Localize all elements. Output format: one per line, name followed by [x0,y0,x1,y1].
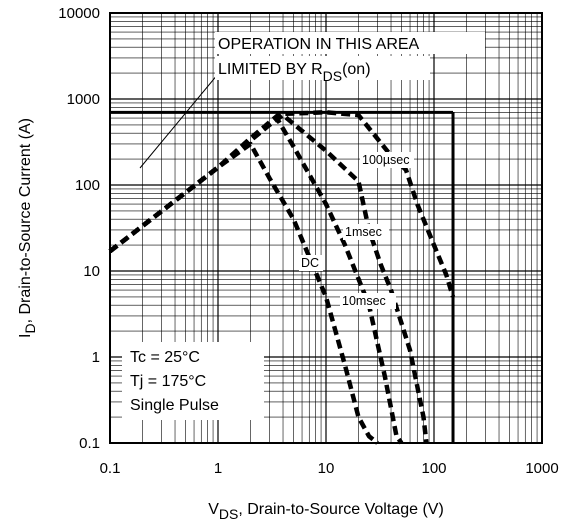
x-tick-1: 1 [214,460,222,477]
y-tick-1: 1 [92,349,100,366]
x-axis-label: VDS, Drain-to-Source Voltage (V) [208,501,444,522]
conditions-bg [122,342,264,420]
x-tick-2: 10 [318,460,335,477]
condition-tc: Tc = 25°C [130,349,200,366]
y-tick-3: 100 [75,177,100,194]
condition-pulse: Single Pulse [130,397,219,414]
ds-on-label-bg [215,32,485,54]
series-line-dc [108,141,379,445]
y-tick-2: 10 [83,263,100,280]
x-tick-3: 100 [421,460,446,477]
y-tick-5: 10000 [58,5,100,22]
series-lines [108,110,456,445]
curve-label-10msec: 10msec [342,294,386,308]
curve-label-dc: DC [301,256,319,270]
x-tick-0: 0.1 [100,460,121,477]
y-tick-4: 1000 [67,91,100,108]
ds-on-leader [139,61,229,169]
condition-tj: Tj = 175°C [130,373,206,390]
boundary-lines [110,110,455,443]
curve-label-1msec: 1msec [345,225,382,239]
series-line-1msec [108,112,429,444]
plot-frame [109,12,543,444]
x-tick-4: 1000 [525,460,558,477]
curve-label-100usec: 100µsec [362,153,410,167]
ds-on-line2: LIMITED BY RDS(on) [218,61,371,84]
x-tick-labels: 0.1 1 10 100 1000 [100,460,559,477]
y-tick-0: 0.1 [79,435,100,452]
ds-on-line1: OPERATION IN THIS AREA [218,36,420,53]
y-axis-label: ID, Drain-to-Source Current (A) [17,118,38,338]
y-tick-labels: 0.1 1 10 100 1000 10000 [58,5,100,452]
ds-on-label-bg2 [215,56,430,80]
series-line-10msec [108,115,404,445]
conditions-box: Tc = 25°C Tj = 175°C Single Pulse [122,342,264,420]
curve-labels: 100µsec 1msec 10msec DC [299,152,414,309]
ds-on-annotation: OPERATION IN THIS AREA LIMITED BY RDS(on… [139,32,485,169]
